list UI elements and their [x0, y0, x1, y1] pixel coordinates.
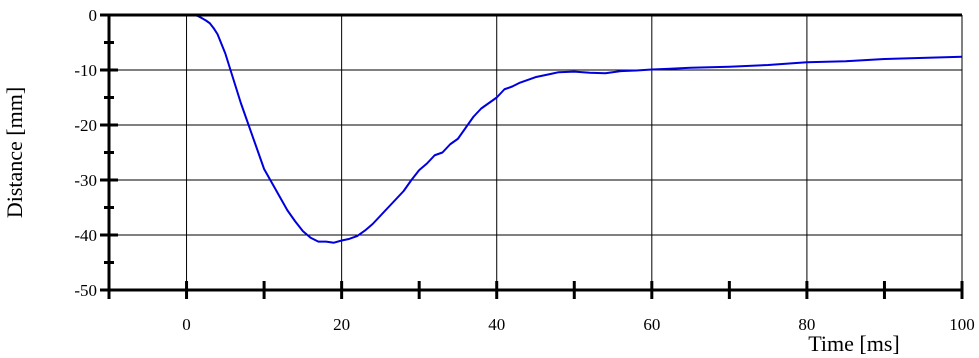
y-tick-label: -40	[74, 226, 97, 245]
y-tick-label: 0	[89, 6, 98, 25]
axis-frame	[100, 13, 964, 299]
tick-labels: 0 20 40 60 80 100 0 -10 -20 -30 -40 -50	[74, 6, 974, 334]
series-line-0	[109, 14, 963, 244]
x-tick-label: 40	[488, 315, 505, 334]
y-tick-label: -20	[74, 116, 97, 135]
x-tick-label: 100	[949, 315, 975, 334]
y-tick-label: -10	[74, 61, 97, 80]
x-tick-label: 60	[643, 315, 660, 334]
series-layer	[109, 14, 963, 244]
grid	[109, 15, 962, 290]
y-tick-label: -50	[74, 281, 97, 300]
y-axis-label: Distance [mm]	[2, 87, 27, 218]
x-tick-label: 20	[333, 315, 350, 334]
x-tick-label: 80	[798, 315, 815, 334]
x-axis-label: Time [ms]	[808, 331, 899, 356]
x-tick-label: 0	[182, 315, 191, 334]
y-tick-label: -30	[74, 171, 97, 190]
